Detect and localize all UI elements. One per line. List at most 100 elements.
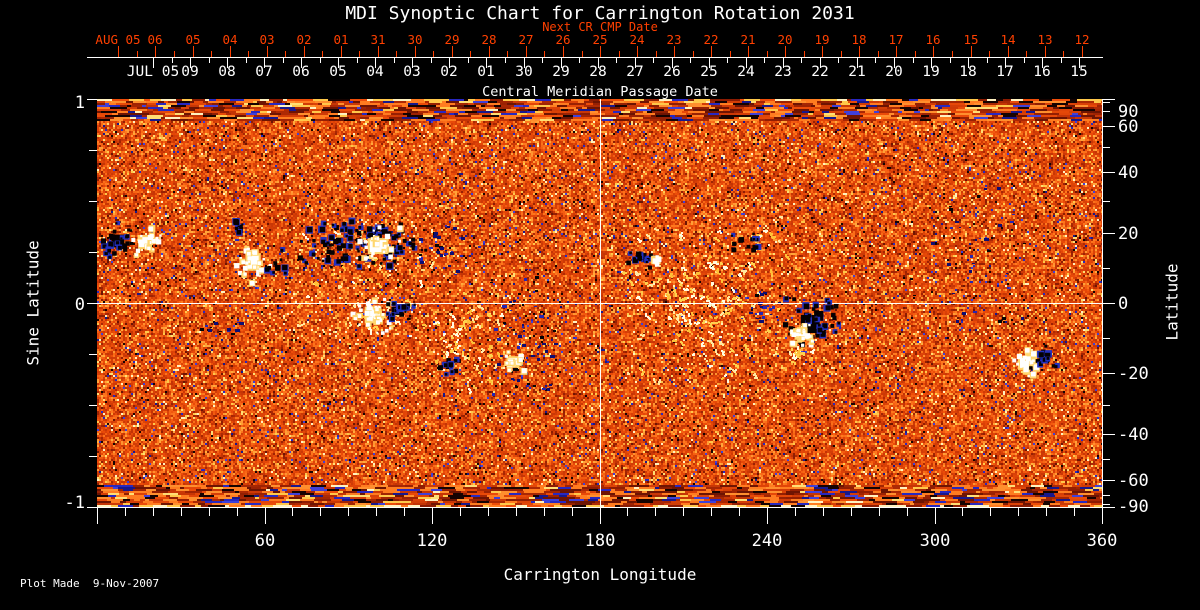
white-date-label: 28 xyxy=(589,64,607,80)
white-date-label: 06 xyxy=(292,64,310,80)
white-date-label: 29 xyxy=(552,64,570,80)
white-date-label: 16 xyxy=(1033,64,1051,80)
red-minor-tick xyxy=(952,51,953,57)
right-tick-label: 90 xyxy=(1118,102,1139,122)
bottom-major-tick xyxy=(935,507,936,524)
white-minor-tick xyxy=(838,58,839,63)
right-minor-tick xyxy=(1102,147,1110,148)
red-date-label: 16 xyxy=(925,32,941,47)
red-date-label: 05 xyxy=(185,32,201,47)
red-major-tick xyxy=(341,46,342,57)
white-major-tick xyxy=(635,58,636,68)
red-date-label: 31 xyxy=(370,32,386,47)
red-date-label: AUG 05 xyxy=(95,32,141,47)
red-date-label: 26 xyxy=(555,32,571,47)
left-minor-tick xyxy=(89,354,97,355)
white-date-label: 01 xyxy=(477,64,495,80)
red-date-label: 15 xyxy=(963,32,979,47)
bottom-minor-tick xyxy=(990,507,991,516)
left-minor-tick xyxy=(89,150,97,151)
white-minor-tick xyxy=(320,58,321,63)
right-minor-tick xyxy=(1102,504,1110,505)
right-major-tick xyxy=(1102,99,1115,100)
bottom-tick-label: 60 xyxy=(254,531,276,551)
white-major-tick xyxy=(561,58,562,68)
white-date-label: 09 xyxy=(181,64,199,80)
bottom-major-tick xyxy=(767,507,768,524)
right-minor-tick xyxy=(1102,201,1110,202)
bottom-minor-tick xyxy=(1074,507,1075,516)
left-major-tick xyxy=(87,99,97,100)
bottom-minor-tick xyxy=(795,507,796,516)
white-major-tick xyxy=(153,58,154,68)
red-minor-tick xyxy=(1026,51,1027,57)
bottom-minor-tick xyxy=(1018,507,1019,516)
magnetogram-canvas xyxy=(97,99,1102,507)
bottom-minor-tick xyxy=(181,507,182,516)
bottom-minor-tick xyxy=(823,507,824,516)
next-cr-cmp-caption: Next CR CMP Date xyxy=(542,20,658,34)
bottom-minor-tick xyxy=(683,507,684,516)
bottom-minor-tick xyxy=(572,507,573,516)
right-minor-tick xyxy=(1102,111,1110,112)
red-minor-tick xyxy=(544,51,545,57)
red-minor-tick xyxy=(989,51,990,57)
white-date-label: JUL 05 xyxy=(126,64,180,80)
red-date-label: 02 xyxy=(296,32,312,47)
right-tick-label: -20 xyxy=(1118,364,1149,384)
red-minor-tick xyxy=(1063,51,1064,57)
red-major-tick xyxy=(304,46,305,57)
white-minor-tick xyxy=(505,58,506,63)
red-major-tick xyxy=(1008,46,1009,57)
bottom-minor-tick xyxy=(125,507,126,516)
right-major-tick xyxy=(1102,126,1115,127)
white-major-tick xyxy=(820,58,821,68)
white-major-tick xyxy=(1042,58,1043,68)
bottom-minor-tick xyxy=(404,507,405,516)
white-major-tick xyxy=(1005,58,1006,68)
bottom-major-tick xyxy=(432,507,433,524)
bottom-minor-tick xyxy=(544,507,545,516)
red-date-label: 23 xyxy=(666,32,682,47)
bottom-minor-tick xyxy=(376,507,377,516)
white-date-label: 26 xyxy=(663,64,681,80)
red-major-tick xyxy=(230,46,231,57)
white-date-label: 25 xyxy=(700,64,718,80)
left-major-tick xyxy=(87,507,97,508)
right-major-tick xyxy=(1102,507,1115,508)
bottom-minor-tick xyxy=(1046,507,1047,516)
right-tick-label: 20 xyxy=(1118,224,1139,244)
red-date-label: 30 xyxy=(407,32,423,47)
white-major-tick xyxy=(931,58,932,68)
right-major-tick xyxy=(1102,172,1115,173)
white-date-label: 04 xyxy=(366,64,384,80)
white-major-tick xyxy=(857,58,858,68)
white-major-tick xyxy=(227,58,228,68)
white-minor-tick xyxy=(764,58,765,63)
white-date-label: 18 xyxy=(959,64,977,80)
red-date-label: 01 xyxy=(333,32,349,47)
left-minor-tick xyxy=(89,252,97,253)
white-major-tick xyxy=(264,58,265,68)
white-major-tick xyxy=(449,58,450,68)
white-minor-tick xyxy=(283,58,284,63)
red-major-tick xyxy=(785,46,786,57)
red-major-tick xyxy=(933,46,934,57)
red-major-tick xyxy=(1045,46,1046,57)
bottom-minor-tick xyxy=(460,507,461,516)
red-minor-tick xyxy=(211,51,212,57)
red-major-tick xyxy=(267,46,268,57)
white-minor-tick xyxy=(653,58,654,63)
white-date-label: 15 xyxy=(1070,64,1088,80)
red-date-label: 18 xyxy=(851,32,867,47)
bottom-minor-tick xyxy=(209,507,210,516)
page-title: MDI Synoptic Chart for Carrington Rotati… xyxy=(345,3,855,24)
bottom-minor-tick xyxy=(237,507,238,516)
red-minor-tick xyxy=(285,51,286,57)
white-major-tick xyxy=(486,58,487,68)
red-minor-tick xyxy=(730,51,731,57)
red-minor-tick xyxy=(582,51,583,57)
bottom-axis-title: Carrington Longitude xyxy=(503,565,697,584)
red-date-label: 29 xyxy=(444,32,460,47)
white-minor-tick xyxy=(542,58,543,63)
